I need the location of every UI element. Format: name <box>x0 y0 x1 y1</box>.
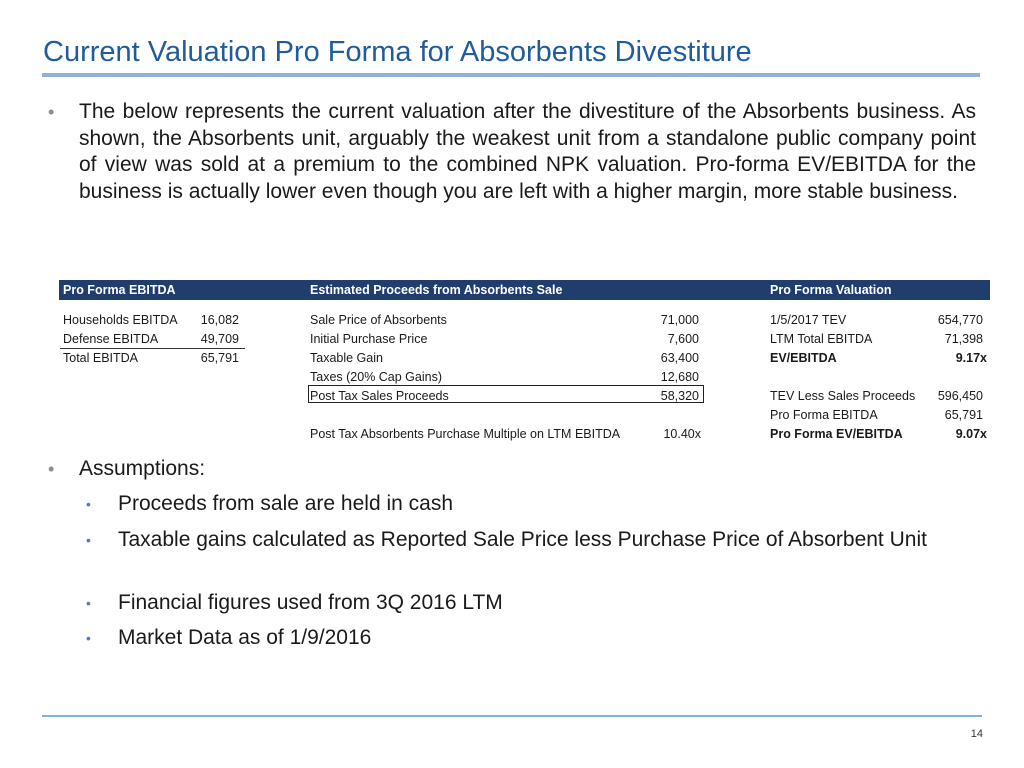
assumption-item: • Financial figures used from 3Q 2016 LT… <box>86 590 976 617</box>
bullet-dot-icon: • <box>48 102 55 122</box>
ev-ebitda-label: EV/EBITDA <box>770 351 837 365</box>
ebitda-value: 16,082 <box>200 313 239 327</box>
assumption-item: • Proceeds from sale are held in cash <box>86 491 976 518</box>
title-underline <box>42 73 980 77</box>
assumptions-bullet: • Assumptions: <box>48 456 976 483</box>
header-pro-forma-valuation: Pro Forma Valuation <box>770 283 892 297</box>
assumption-text: Proceeds from sale are held in cash <box>118 492 454 515</box>
proceeds-value: 7,600 <box>667 332 699 346</box>
sub-bullet-dot-icon: • <box>86 496 91 512</box>
proceeds-label: Taxes (20% Cap Gains) <box>310 370 443 384</box>
header-estimated-proceeds: Estimated Proceeds from Absorbents Sale <box>310 283 563 297</box>
ebitda-total-label: Total EBITDA <box>63 351 139 365</box>
assumption-item: • Taxable gains calculated as Reported S… <box>86 527 976 554</box>
valuation-value: 596,450 <box>937 389 983 403</box>
proceeds-value: 63,400 <box>660 351 699 365</box>
bullet-dot-icon: • <box>48 459 55 479</box>
header-pro-forma-ebitda: Pro Forma EBITDA <box>63 283 176 297</box>
assumption-item: • Market Data as of 1/9/2016 <box>86 625 976 652</box>
assumptions-heading: Assumptions: <box>79 457 206 480</box>
slide-title: Current Valuation Pro Forma for Absorben… <box>43 36 752 68</box>
ebitda-label: Households EBITDA <box>63 313 178 327</box>
footer-rule <box>42 715 982 717</box>
pro-forma-ev-ebitda-value: 9.07x <box>955 427 987 441</box>
valuation-value: 71,398 <box>944 332 983 346</box>
proceeds-label: Sale Price of Absorbents <box>310 313 447 327</box>
intro-text: The below represents the current valuati… <box>79 100 976 203</box>
sub-bullet-dot-icon: • <box>86 532 91 548</box>
page-number: 14 <box>970 728 983 740</box>
assumption-text: Market Data as of 1/9/2016 <box>118 626 372 649</box>
ebitda-label: Defense EBITDA <box>63 332 159 346</box>
ebitda-value: 49,709 <box>200 332 239 346</box>
table-header-band: Pro Forma EBITDA Estimated Proceeds from… <box>59 280 990 300</box>
pro-forma-ev-ebitda-label: Pro Forma EV/EBITDA <box>770 427 903 441</box>
proceeds-label: Taxable Gain <box>310 351 383 365</box>
assumption-text: Taxable gains calculated as Reported Sal… <box>118 528 927 551</box>
ebitda-total-value: 65,791 <box>200 351 239 365</box>
subtotal-rule <box>60 348 245 349</box>
intro-bullet: • The below represents the current valua… <box>48 99 976 205</box>
proceeds-value: 12,680 <box>660 370 699 384</box>
sub-bullet-dot-icon: • <box>86 630 91 646</box>
valuation-value: 654,770 <box>937 313 983 327</box>
valuation-table: Pro Forma EBITDA Estimated Proceeds from… <box>59 280 990 446</box>
purchase-multiple-value: 10.40x <box>663 427 701 441</box>
proceeds-label: Initial Purchase Price <box>310 332 428 346</box>
post-tax-proceeds-box <box>308 385 704 403</box>
valuation-label: 1/5/2017 TEV <box>770 313 847 327</box>
purchase-multiple-label: Post Tax Absorbents Purchase Multiple on… <box>310 427 621 441</box>
valuation-label: Pro Forma EBITDA <box>770 408 878 422</box>
valuation-label: TEV Less Sales Proceeds <box>770 389 916 403</box>
ev-ebitda-value: 9.17x <box>955 351 987 365</box>
sub-bullet-dot-icon: • <box>86 595 91 611</box>
post-tax-proceeds-label: Post Tax Sales Proceeds <box>310 389 449 403</box>
proceeds-value: 71,000 <box>660 313 699 327</box>
assumption-text: Financial figures used from 3Q 2016 LTM <box>118 591 503 614</box>
post-tax-proceeds-value: 58,320 <box>660 389 699 403</box>
valuation-value: 65,791 <box>944 408 983 422</box>
valuation-label: LTM Total EBITDA <box>770 332 873 346</box>
